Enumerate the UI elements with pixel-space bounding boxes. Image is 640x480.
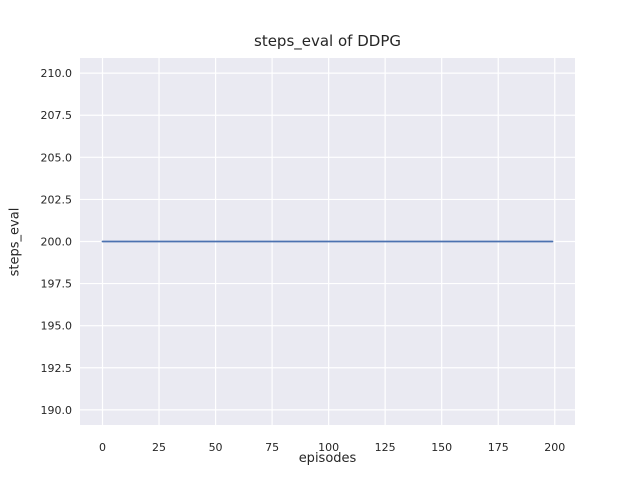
chart-title: steps_eval of DDPG: [254, 32, 401, 50]
y-tick-label: 210.0: [41, 67, 73, 80]
y-tick-label: 207.5: [41, 109, 73, 122]
y-tick-label: 200.0: [41, 236, 73, 249]
x-tick-label: 200: [544, 441, 565, 454]
y-tick-label: 205.0: [41, 151, 73, 164]
x-tick-label: 50: [209, 441, 223, 454]
x-axis-label: episodes: [298, 451, 357, 466]
y-tick-label: 190.0: [41, 404, 73, 417]
x-tick-label: 175: [488, 441, 509, 454]
y-tick-label: 197.5: [41, 278, 73, 291]
x-tick-label: 100: [318, 441, 339, 454]
x-tick-label: 125: [375, 441, 396, 454]
y-axis-label: steps_eval: [7, 207, 23, 277]
y-tick-label: 192.5: [41, 362, 73, 375]
y-tick-label: 202.5: [41, 193, 73, 206]
x-tick-label: 0: [99, 441, 106, 454]
y-tick-label: 195.0: [41, 320, 73, 333]
x-tick-label: 150: [431, 441, 452, 454]
x-tick-label: 25: [152, 441, 166, 454]
x-tick-label: 75: [265, 441, 279, 454]
